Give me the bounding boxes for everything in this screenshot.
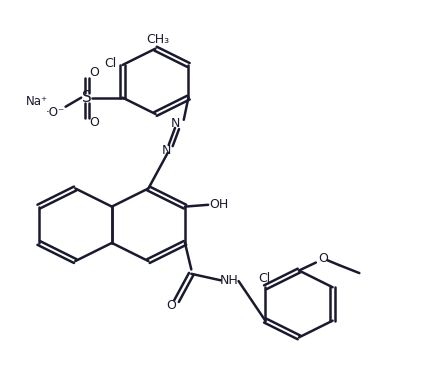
Text: O: O — [89, 116, 99, 129]
Text: CH₃: CH₃ — [146, 33, 169, 46]
Text: O: O — [318, 252, 328, 265]
Text: N: N — [170, 116, 180, 130]
Text: Cl: Cl — [104, 57, 116, 70]
Text: NH: NH — [220, 274, 239, 287]
Text: OH: OH — [209, 198, 228, 210]
Text: Cl: Cl — [258, 272, 270, 285]
Text: O: O — [89, 67, 99, 79]
Text: O: O — [167, 299, 176, 312]
Text: S: S — [82, 90, 91, 105]
Text: N: N — [162, 144, 171, 157]
Text: ·O⁻: ·O⁻ — [45, 107, 65, 119]
Text: Na⁺: Na⁺ — [26, 95, 48, 108]
